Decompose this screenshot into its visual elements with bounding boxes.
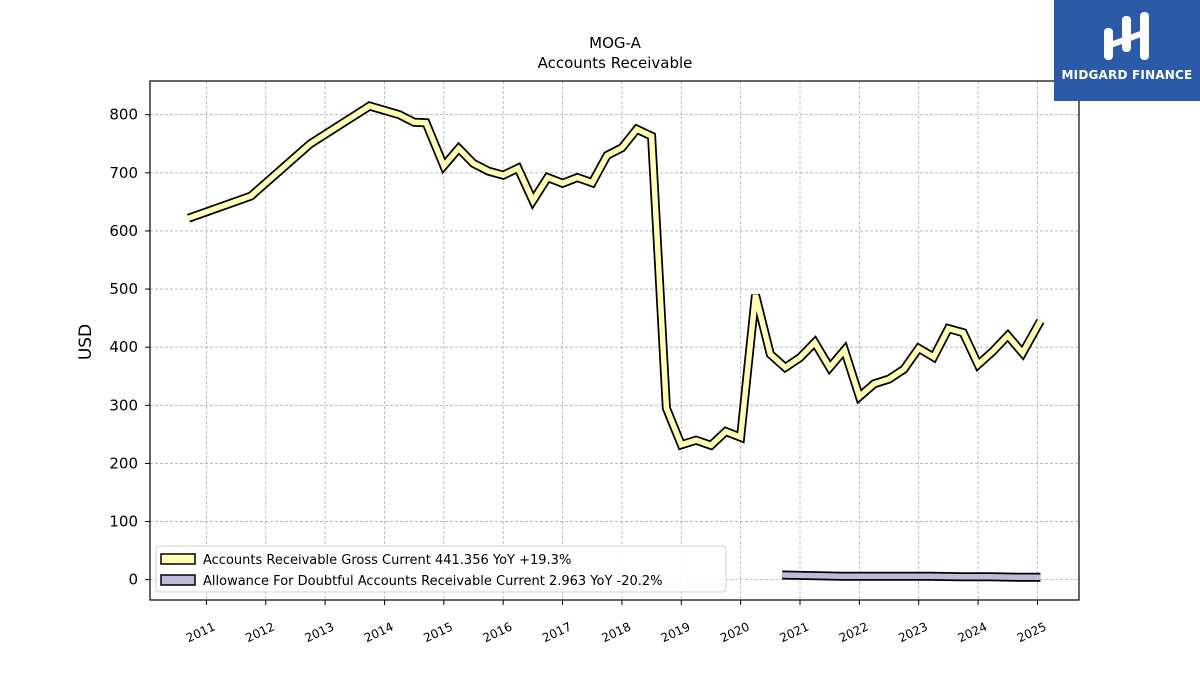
x-tick-label: 2014 [362, 620, 396, 646]
series-1-line [782, 572, 1041, 581]
legend-swatch-0 [160, 553, 196, 565]
logo-mark-icon [1104, 12, 1149, 60]
x-axis-ticks: 2011 2012 2013 2014 2015 2016 2017 2018 2019 2020… [184, 600, 1049, 645]
grid-lines [150, 81, 1079, 600]
x-tick-label: 2018 [599, 620, 633, 646]
plot-frame [149, 80, 1080, 601]
series-0-line [187, 103, 1043, 449]
y-tick-label: 0 [128, 571, 138, 589]
y-tick-label: 500 [109, 280, 138, 298]
x-tick-label: 2020 [718, 620, 752, 646]
x-tick-label: 2023 [896, 620, 930, 646]
y-axis-label: USD [76, 324, 96, 360]
brand-logo: MIDGARD FINANCE [1054, 0, 1200, 101]
legend-swatch-1 [160, 574, 196, 586]
x-tick-label: 2024 [956, 620, 990, 646]
legend-label-1: Allowance For Doubtful Accounts Receivab… [203, 574, 663, 589]
y-tick-label: 300 [109, 396, 138, 414]
x-tick-label: 2013 [303, 620, 337, 646]
y-tick-label: 200 [109, 454, 138, 472]
y-tick-label: 400 [109, 338, 138, 356]
y-tick-label: 100 [109, 513, 138, 531]
y-tick-label: 700 [109, 164, 138, 182]
y-tick-label: 800 [109, 106, 138, 124]
y-tick-label: 600 [109, 222, 138, 240]
x-tick-label: 2021 [778, 620, 812, 646]
series-lines [187, 101, 1045, 582]
x-tick-label: 2015 [421, 620, 455, 646]
x-tick-label: 2025 [1015, 620, 1049, 646]
x-tick-label: 2011 [184, 620, 218, 646]
x-tick-label: 2022 [837, 620, 871, 646]
x-tick-label: 2017 [540, 620, 574, 646]
series-0-outline [187, 101, 1045, 451]
chart-subtitle: Accounts Receivable [538, 54, 693, 72]
logo-text: MIDGARD FINANCE [1061, 68, 1193, 82]
x-tick-label: 2016 [481, 620, 515, 646]
chart-title: MOG-A [589, 34, 641, 52]
x-tick-label: 2019 [659, 620, 693, 646]
legend-box [155, 545, 727, 593]
legend: Accounts Receivable Gross Current 441.35… [155, 545, 727, 593]
legend-label-0: Accounts Receivable Gross Current 441.35… [203, 553, 571, 568]
y-axis-ticks: 0 100 200 300 400 500 600 700 800 [109, 106, 150, 589]
x-tick-label: 2012 [243, 620, 277, 646]
